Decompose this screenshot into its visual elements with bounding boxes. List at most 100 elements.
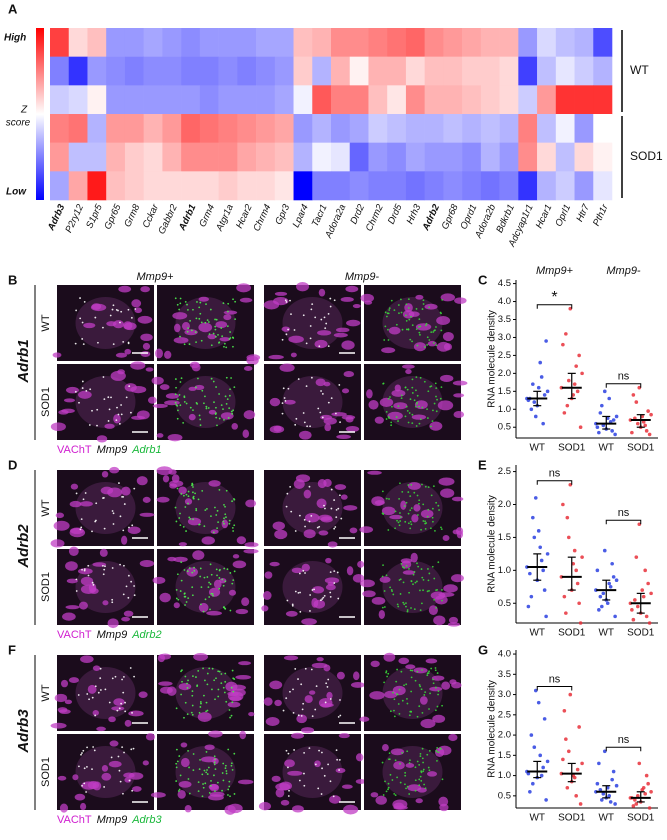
puncta (231, 336, 234, 339)
puncta (191, 713, 194, 716)
stain (156, 433, 164, 438)
stain (429, 421, 443, 431)
puncta (209, 308, 212, 311)
stain (228, 589, 237, 596)
puncta (383, 339, 386, 341)
puncta (410, 607, 412, 609)
heatmap-cell (237, 114, 257, 143)
puncta (229, 388, 231, 391)
stain (241, 597, 250, 606)
puncta (183, 592, 186, 595)
puncta (440, 386, 443, 389)
stain (80, 655, 94, 663)
data-point (562, 708, 567, 713)
puncta (285, 697, 288, 700)
puncta (414, 779, 417, 782)
stain (111, 706, 125, 711)
puncta (228, 407, 231, 410)
puncta (195, 507, 198, 510)
stain (80, 576, 94, 586)
stain (359, 716, 370, 722)
stain (108, 716, 116, 723)
heatmap-cell (555, 142, 575, 172)
puncta (215, 416, 218, 419)
stain (68, 677, 80, 684)
stain (124, 348, 132, 355)
puncta (423, 346, 426, 348)
stain (384, 690, 398, 699)
significance-bracket (536, 304, 573, 309)
puncta (224, 764, 227, 767)
puncta (119, 780, 122, 783)
puncta (300, 715, 303, 717)
puncta (285, 749, 288, 752)
stain (288, 335, 304, 343)
puncta (97, 691, 100, 694)
data-point (528, 571, 532, 576)
cell-body (75, 667, 136, 719)
puncta (324, 327, 327, 330)
puncta (294, 668, 297, 670)
data-point (647, 432, 652, 437)
data-point (649, 412, 653, 417)
puncta (228, 394, 231, 397)
puncta (199, 301, 202, 304)
puncta (120, 404, 122, 406)
puncta (80, 526, 83, 529)
puncta (223, 517, 225, 520)
data-point (574, 364, 578, 368)
puncta (329, 571, 332, 573)
stain (246, 355, 259, 366)
heatmap-cell (368, 28, 388, 57)
puncta (430, 667, 433, 670)
stain (453, 410, 465, 418)
puncta (314, 316, 317, 319)
stain (227, 701, 241, 708)
heatmap-cell (331, 142, 351, 172)
puncta (405, 602, 407, 605)
data-point (610, 777, 614, 782)
puncta (218, 341, 221, 344)
heatmap-cell (199, 28, 219, 57)
puncta (330, 507, 333, 510)
puncta (223, 567, 226, 570)
puncta (435, 410, 438, 413)
puncta (434, 667, 437, 669)
puncta (399, 578, 402, 581)
heatmap-cell (555, 85, 575, 115)
puncta (416, 394, 419, 397)
heatmap-cell (218, 114, 238, 143)
puncta (208, 791, 211, 794)
puncta (231, 768, 234, 771)
puncta (426, 515, 429, 518)
puncta (388, 498, 390, 500)
puncta (181, 669, 183, 672)
data-point (635, 794, 640, 798)
puncta (413, 571, 416, 573)
puncta (178, 308, 181, 311)
puncta (181, 680, 183, 683)
heatmap-cell (50, 171, 70, 201)
puncta (127, 308, 130, 311)
puncta (223, 342, 226, 345)
puncta (425, 322, 428, 325)
puncta (297, 678, 299, 680)
puncta (187, 495, 190, 498)
puncta (222, 302, 225, 305)
y-tick-label: 1.5 (498, 532, 511, 543)
heatmap-cell (68, 114, 88, 143)
significance-label: ns (618, 734, 630, 746)
puncta (218, 577, 221, 579)
data-point (637, 522, 642, 527)
x-tick-label: WT (598, 628, 614, 639)
stain (180, 742, 188, 748)
stain (359, 526, 374, 533)
puncta (289, 690, 291, 693)
group-label: SOD1 (630, 149, 663, 163)
data-point (564, 737, 568, 741)
puncta (425, 324, 427, 327)
puncta (217, 521, 220, 523)
puncta (289, 299, 291, 302)
puncta (396, 603, 399, 606)
puncta (321, 393, 324, 395)
